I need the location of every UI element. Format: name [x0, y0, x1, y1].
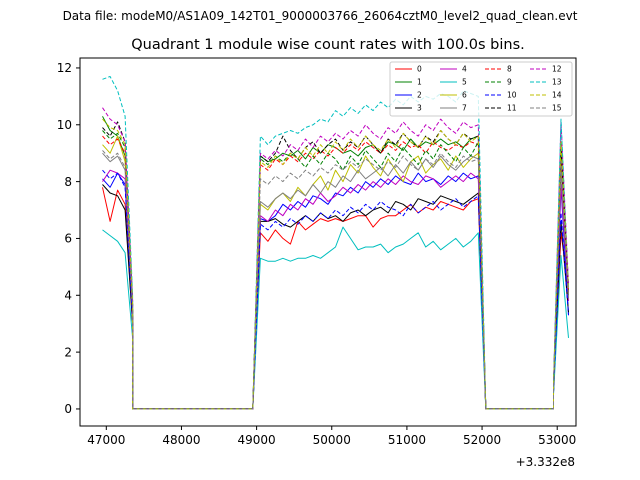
legend-label-3: 3 [417, 104, 422, 113]
y-tick-label: 10 [57, 118, 72, 132]
x-tick-label: 48000 [162, 433, 200, 447]
series-line-7 [102, 152, 569, 410]
legend-label-15: 15 [552, 104, 562, 113]
series-line-8 [102, 135, 569, 410]
y-axis: 0 2 4 6 8 10 12 [57, 61, 80, 416]
plot-lines [102, 76, 569, 410]
y-tick-label: 2 [64, 345, 72, 359]
legend-label-13: 13 [552, 78, 562, 87]
legend-label-12: 12 [552, 65, 562, 74]
legend-label-11: 11 [507, 104, 517, 113]
x-tick-label: 47000 [87, 433, 125, 447]
legend-label-9: 9 [507, 78, 512, 87]
series-line-5 [102, 226, 569, 410]
legend-label-0: 0 [417, 65, 422, 74]
y-tick-label: 8 [64, 175, 72, 189]
legend-label-7: 7 [462, 104, 467, 113]
y-tick-label: 12 [57, 61, 72, 75]
x-tick-label: 51000 [388, 433, 426, 447]
series-line-0 [102, 187, 569, 410]
legend-label-6: 6 [462, 91, 467, 100]
series-line-9 [102, 130, 569, 410]
legend-label-5: 5 [462, 78, 467, 87]
x-tick-label: 53000 [538, 433, 576, 447]
legend-label-8: 8 [507, 65, 512, 74]
x-tick-label: 52000 [463, 433, 501, 447]
x-offset-label: +3.332e8 [516, 455, 575, 469]
legend-label-2: 2 [417, 91, 422, 100]
legend-label-4: 4 [462, 65, 467, 74]
x-axis: 47000 48000 49000 50000 51000 52000 53000 [87, 426, 576, 447]
series-line-14 [102, 118, 569, 410]
series-line-2 [102, 172, 569, 410]
series-line-4 [102, 169, 569, 410]
series-line-12 [102, 107, 569, 410]
series-line-15 [102, 150, 569, 410]
chart-suptitle: Data file: modeM0/AS1A09_142T01_90000037… [63, 9, 578, 23]
plot-frame [79, 57, 577, 427]
chart-title: Quadrant 1 module wise count rates with … [131, 37, 525, 53]
y-tick-label: 6 [64, 232, 72, 246]
series-line-6 [102, 135, 569, 410]
y-tick-label: 0 [64, 402, 72, 416]
series-line-13 [102, 76, 569, 410]
legend-label-14: 14 [552, 91, 562, 100]
series-line-10 [102, 169, 569, 410]
legend-label-1: 1 [417, 78, 422, 87]
legend-box [389, 61, 573, 117]
y-tick-label: 4 [64, 289, 72, 303]
series-line-1 [102, 116, 569, 410]
x-tick-label: 50000 [313, 433, 351, 447]
x-tick-label: 49000 [238, 433, 276, 447]
legend-label-10: 10 [507, 91, 517, 100]
